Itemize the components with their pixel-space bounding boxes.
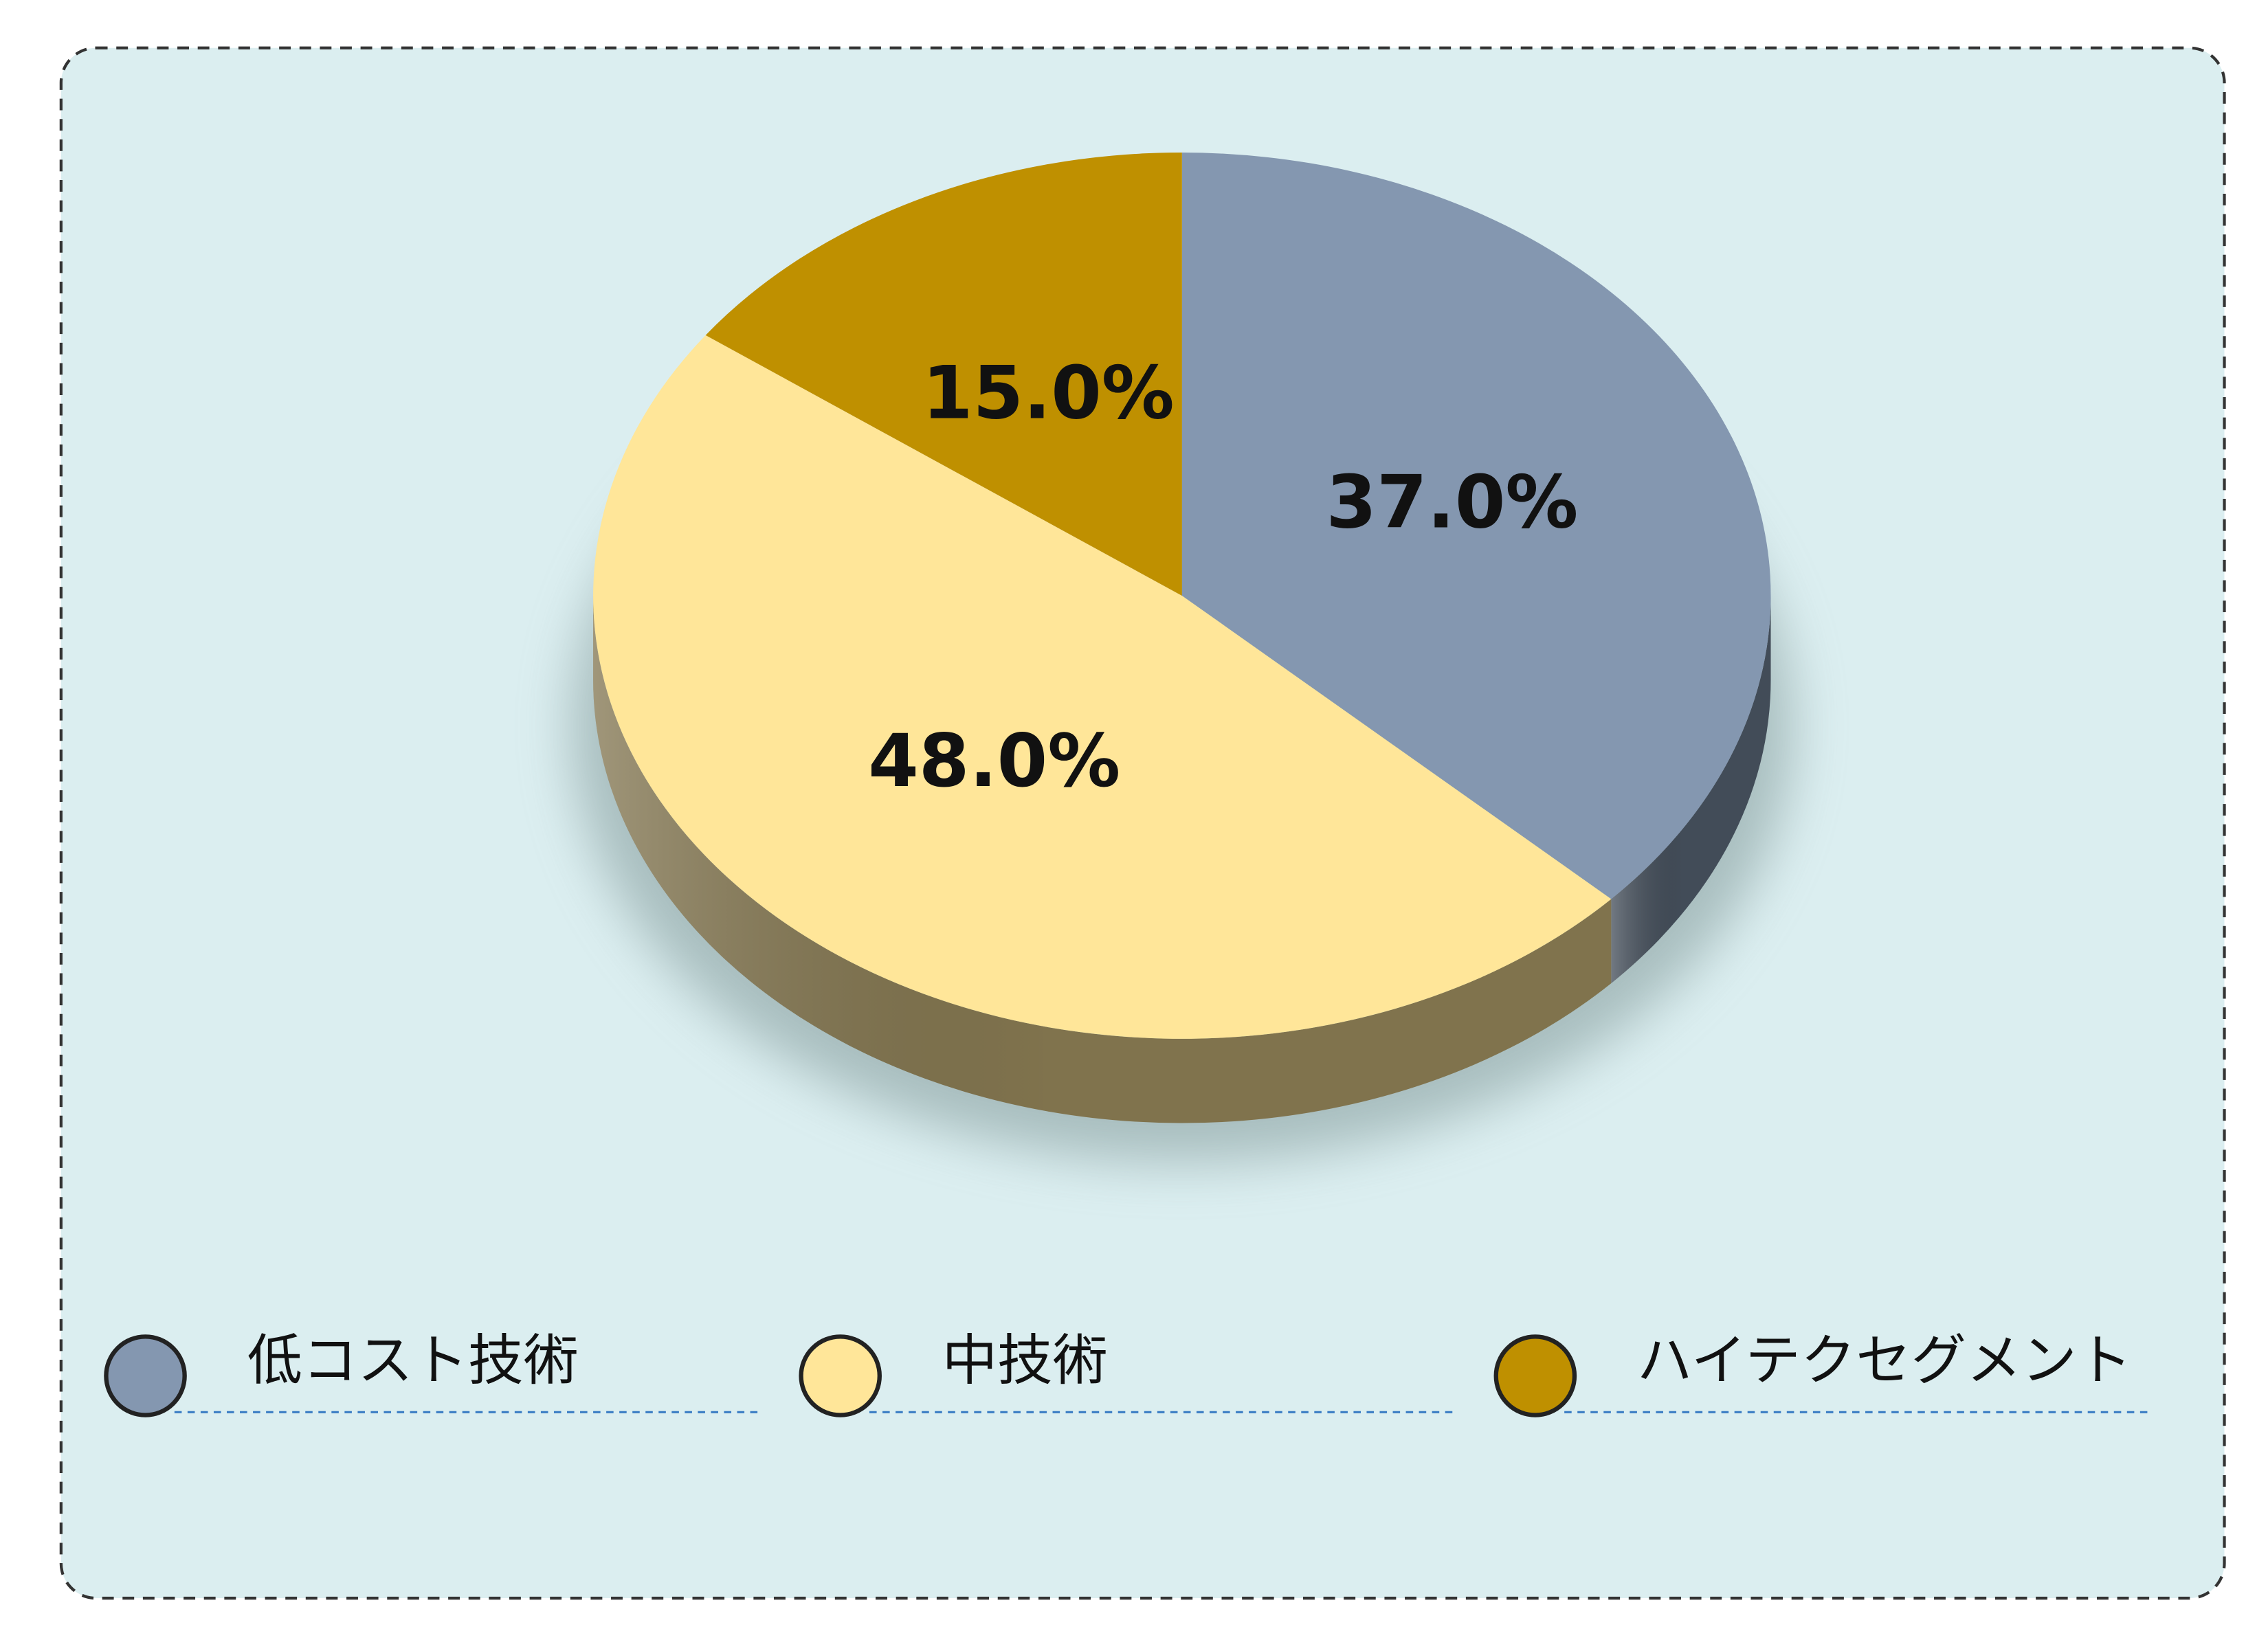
pie-sides xyxy=(593,595,1771,1123)
slice xyxy=(705,153,1182,596)
legend-label: 中技術 xyxy=(942,1328,1108,1393)
data-label: 37.0% xyxy=(1326,460,1578,545)
legend-label: 低コスト技術 xyxy=(247,1328,579,1393)
data-label: 15.0% xyxy=(922,350,1175,435)
data-label: 48.0% xyxy=(868,719,1120,803)
data-labels: 37.0% 48.0% 15.0% xyxy=(868,350,1578,803)
legend-swatch xyxy=(799,1334,882,1417)
pie-tops xyxy=(593,153,1771,1039)
legend-swatch xyxy=(104,1334,187,1417)
slice-side-shade xyxy=(1611,595,1771,984)
slice xyxy=(593,335,1612,1039)
legend-swatch xyxy=(1493,1334,1577,1417)
slice-side-shade xyxy=(593,595,1612,1123)
legend-label: ハイテクセグメント xyxy=(1637,1328,2132,1393)
slice xyxy=(1181,153,1771,899)
legend: 低コスト技術 中技術 ハイテクセグメント xyxy=(104,1328,2153,1417)
